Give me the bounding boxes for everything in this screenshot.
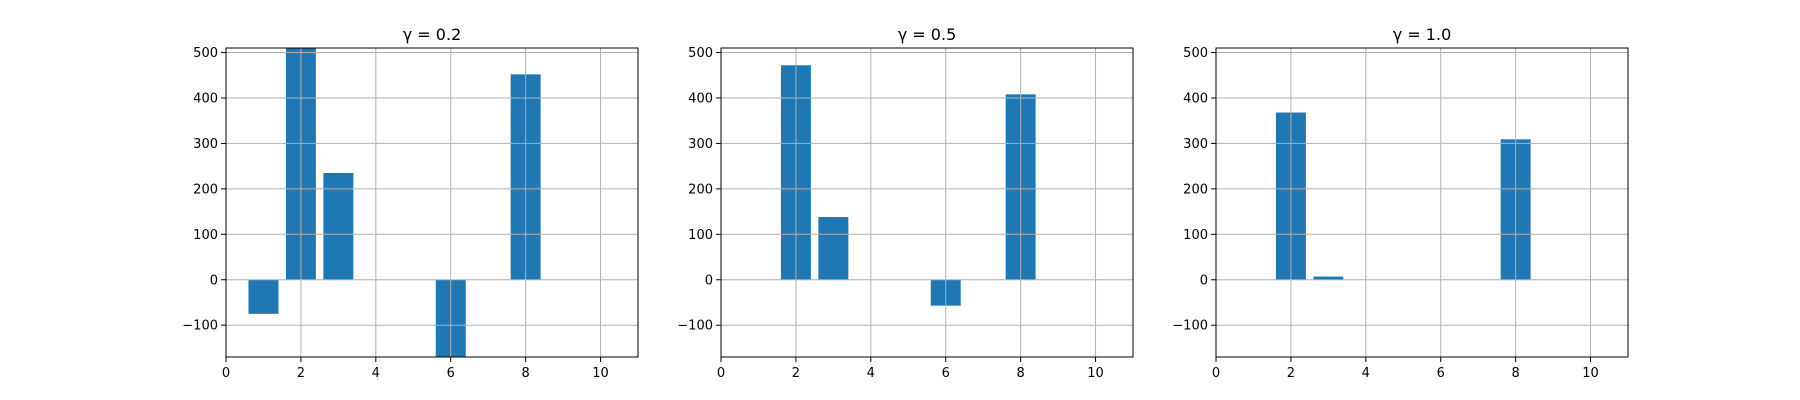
y-tick-label: 100 [688,228,713,243]
y-tick-label: 400 [688,91,713,106]
bar-x-3 [818,217,849,280]
x-tick-label: 6 [447,366,455,381]
y-tick-label: 200 [193,182,218,197]
y-tick-label: 100 [1183,228,1208,243]
x-tick-label: 10 [592,366,609,381]
y-tick-label: 200 [1183,182,1208,197]
x-tick-label: 6 [1437,366,1445,381]
y-tick-label: 400 [1183,91,1208,106]
x-tick-label: 2 [792,366,800,381]
y-tick-label: 500 [193,46,218,61]
subplot-gamma-0-5: γ = 0.5 0 2 4 6 8 10 −100 0 100 200 300 400 500 [677,25,1134,381]
y-tick-label: 0 [210,273,218,288]
y-tick-label: 300 [688,137,713,152]
grid [1216,48,1628,357]
subplot-title: γ = 0.2 [403,25,462,44]
y-tick-label: −100 [182,319,218,334]
axes-frame [720,47,1134,358]
subplot-gamma-0-2: γ = 0.2 0 2 4 6 8 10 −100 0 100 200 300 400 500 [182,25,639,381]
x-tick-label: 4 [867,366,875,381]
x-tick-label: 0 [1212,366,1220,381]
x-tick-label: 8 [1511,366,1519,381]
y-tick-label: 100 [193,228,218,243]
y-tick-label: 0 [1200,273,1208,288]
x-tick-label: 2 [1287,366,1295,381]
grid [721,48,1133,357]
bar-x-3 [1313,276,1344,280]
bar-x-3 [323,172,354,280]
bar-x-1 [248,279,279,314]
y-tick-label: 500 [1183,46,1208,61]
axes-frame [1215,47,1629,358]
axes-frame [225,47,639,358]
subplot-gamma-1-0: γ = 1.0 0 2 4 6 8 10 −100 0 100 200 300 400 500 [1172,25,1629,381]
x-tick-label: 0 [717,366,725,381]
y-tick-label: 400 [193,91,218,106]
x-tick-label: 4 [372,366,380,381]
x-tick-label: 0 [222,366,230,381]
y-tick-label: −100 [677,319,713,334]
subplot-title: γ = 1.0 [1393,25,1452,44]
x-tick-label: 8 [1016,366,1024,381]
y-tick-label: 200 [688,182,713,197]
grid [226,48,638,357]
x-tick-label: 2 [297,366,305,381]
y-tick-label: 0 [705,273,713,288]
x-tick-label: 8 [521,366,529,381]
x-tick-label: 6 [942,366,950,381]
subplot-title: γ = 0.5 [898,25,957,44]
y-tick-label: 500 [688,46,713,61]
y-tick-label: 300 [193,137,218,152]
x-tick-label: 4 [1362,366,1370,381]
y-tick-label: −100 [1172,319,1208,334]
x-tick-label: 10 [1582,366,1599,381]
y-tick-label: 300 [1183,137,1208,152]
x-tick-label: 10 [1087,366,1104,381]
